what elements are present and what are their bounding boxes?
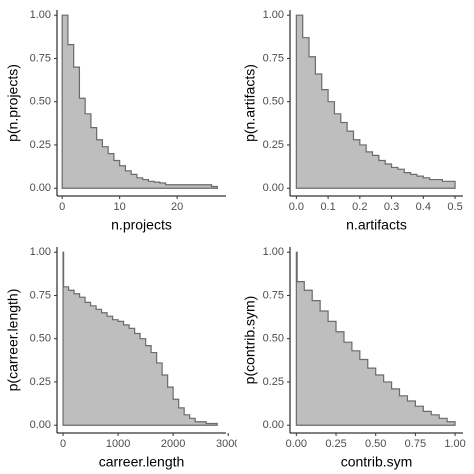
y-tick-label: 0.25 (263, 376, 284, 388)
x-tick-label: 3000 (216, 438, 237, 450)
panel: 0.00 0.25 0.50 0.75 1.00 0.00 0.25 0.50 0.75 1.00… (242, 246, 466, 470)
y-tick-label: 1.00 (30, 9, 51, 21)
x-tick-label: 20 (171, 201, 183, 213)
x-axis-title: contrib.sym (341, 454, 413, 470)
x-tick-label: 0.2 (352, 201, 367, 213)
x-tick-label: 0 (60, 438, 66, 450)
y-tick-label: 0.75 (30, 52, 51, 64)
x-tick-label: 0.00 (286, 438, 307, 450)
survival-area (62, 251, 218, 426)
y-tick-label: 0.25 (30, 376, 51, 388)
y-tick-label: 1.00 (263, 9, 284, 21)
y-axis-title: p(n.artifacts) (242, 64, 258, 142)
survival-area (295, 251, 456, 426)
x-tick-label: 0.25 (325, 438, 346, 450)
y-tick-label: 1.00 (263, 246, 284, 258)
y-tick-label: 0.00 (263, 182, 284, 194)
x-tick-label: 1000 (106, 438, 130, 450)
x-axis-title: n.projects (111, 217, 172, 233)
survival-area (295, 14, 456, 189)
y-axis-title: p(n.projects) (5, 64, 21, 142)
y-tick-label: 0.25 (263, 139, 284, 151)
x-axis-title: carreer.length (99, 454, 185, 470)
x-tick-label: 0.75 (405, 438, 426, 450)
y-tick-label: 0.00 (30, 182, 51, 194)
x-tick-label: 0.50 (365, 438, 386, 450)
y-tick-label: 0.00 (263, 419, 284, 431)
y-tick-label: 0.50 (263, 333, 284, 345)
panel: 0.00 0.25 0.50 0.75 1.00 0.0 0.1 0.2 0.3 0.4 0.5 n.… (242, 9, 463, 233)
y-axis-title: p(contrib.sym) (242, 296, 258, 385)
y-tick-label: 0.75 (263, 289, 284, 301)
survival-area (61, 14, 218, 189)
y-tick-label: 0.00 (30, 419, 51, 431)
x-tick-label: 2000 (161, 438, 185, 450)
y-tick-label: 0.25 (30, 139, 51, 151)
y-tick-label: 0.50 (263, 96, 284, 108)
x-tick-label: 0.1 (320, 201, 335, 213)
x-tick-label: 0.3 (384, 201, 399, 213)
x-tick-label: 0 (59, 201, 65, 213)
x-tick-label: 0.0 (289, 201, 304, 213)
x-tick-label: 10 (114, 201, 126, 213)
y-tick-label: 0.75 (263, 52, 284, 64)
x-tick-label: 0.4 (416, 201, 431, 213)
x-tick-label: 1.00 (444, 438, 465, 450)
panel: 0.00 0.25 0.50 0.75 1.00 0 1000 2000 3000 carreer… (5, 246, 237, 470)
y-axis-title: p(carreer.length) (5, 289, 21, 392)
x-tick-label: 0.5 (447, 201, 462, 213)
y-tick-label: 0.50 (30, 333, 51, 345)
y-tick-label: 0.75 (30, 289, 51, 301)
panel: 0.00 0.25 0.50 0.75 1.00 0 10 20 n.projects p(n.p… (5, 9, 226, 233)
y-tick-label: 1.00 (30, 246, 51, 258)
y-tick-label: 0.50 (30, 96, 51, 108)
x-axis-title: n.artifacts (346, 217, 407, 233)
